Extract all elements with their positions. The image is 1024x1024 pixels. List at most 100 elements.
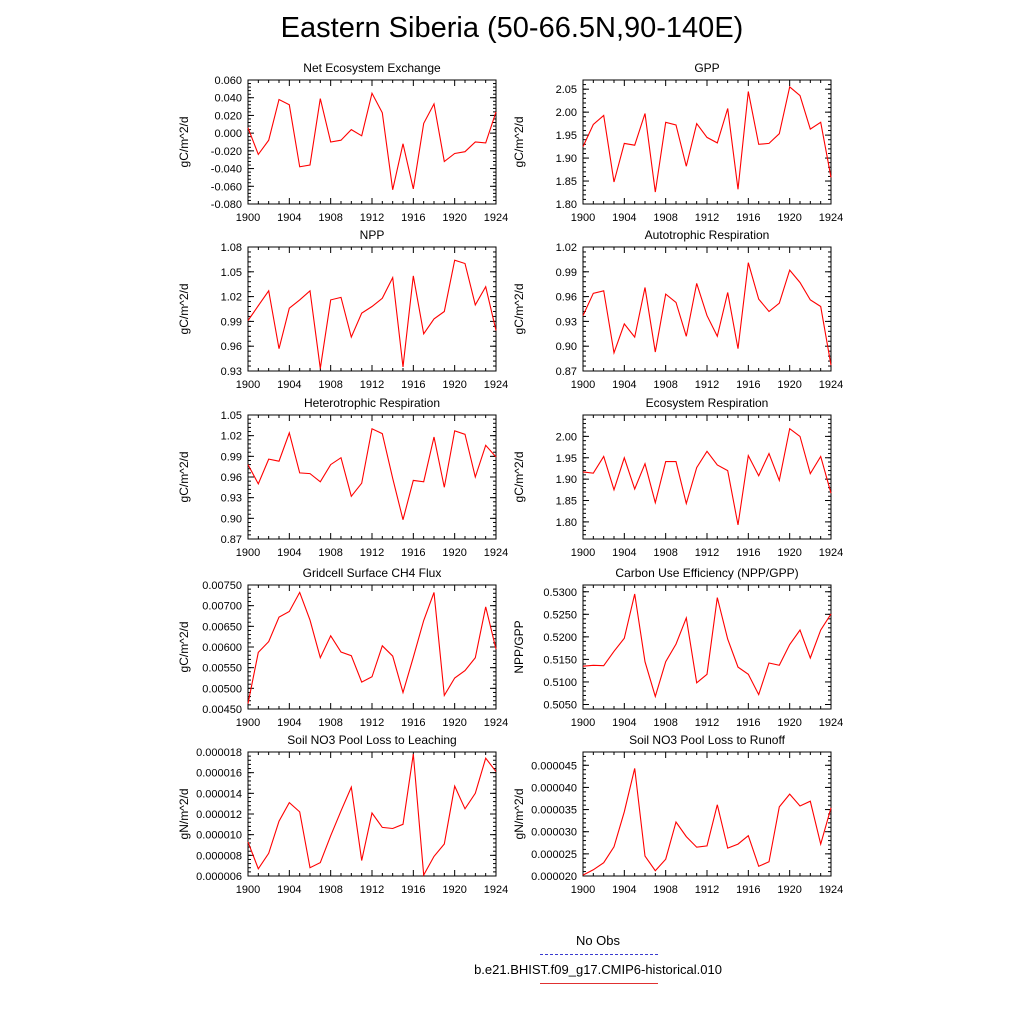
y-tick-label: 0.000025 [531,849,577,861]
y-tick-label: 0.5250 [543,609,577,621]
plot-frame [582,79,832,205]
x-tick-label: 1908 [318,379,342,391]
x-tick-label: 1920 [777,547,801,559]
y-tick-label: 1.80 [556,199,577,211]
y-tick-label: 0.93 [556,316,577,328]
y-tick-label: 0.93 [221,493,242,505]
x-tick-label: 1916 [401,212,425,224]
x-tick-label: 1912 [695,547,719,559]
x-tick-label: 1900 [236,884,260,896]
x-tick-label: 1916 [401,884,425,896]
y-axis-label: gC/m^2/d [177,622,191,673]
y-tick-label: 0.00500 [202,683,242,695]
x-tick-label: 1908 [653,212,677,224]
x-tick-label: 1920 [442,717,466,729]
x-tick-label: 1912 [360,884,384,896]
x-tick-label: 1920 [442,379,466,391]
x-tick-label: 1904 [277,212,301,224]
x-tick-label: 1920 [777,884,801,896]
y-tick-label: 0.5150 [543,654,577,666]
y-tick-label: 0.96 [221,341,242,353]
legend-obs-label: No Obs [575,933,621,948]
x-tick-label: 1924 [484,379,508,391]
chart-title: Soil NO3 Pool Loss to Runoff [629,733,786,747]
x-tick-label: 1916 [736,379,760,391]
y-tick-label: 0.000045 [531,760,577,772]
x-tick-label: 1912 [360,212,384,224]
x-tick-label: 1904 [612,379,636,391]
x-tick-label: 1908 [318,884,342,896]
y-axis-label: gN/m^2/d [512,789,526,840]
series-line [247,91,497,190]
y-tick-label: 0.96 [221,472,242,484]
chart-title: Ecosystem Respiration [646,396,769,410]
chart-title: Autotrophic Respiration [645,228,770,242]
y-tick-label: 1.95 [556,453,577,465]
y-tick-label: 0.000016 [196,768,242,780]
y-tick-label: 1.02 [556,242,577,254]
x-tick-label: 1908 [318,547,342,559]
y-tick-label: 0.000030 [531,827,577,839]
series-line [247,259,497,369]
chart-panel: Ecosystem Respiration 1900 1904 1908 1912 191… [512,396,843,559]
plot-frame [247,246,497,372]
x-tick-label: 1912 [360,717,384,729]
x-tick-label: 1912 [695,884,719,896]
x-tick-label: 1920 [777,212,801,224]
x-tick-label: 1900 [236,379,260,391]
x-tick-label: 1916 [401,379,425,391]
y-tick-label: 0.040 [214,93,242,105]
y-tick-label: 0.000008 [196,850,242,862]
plot-frame [582,751,832,877]
x-tick-label: 1916 [401,547,425,559]
chart-title: NPP [360,228,385,242]
y-axis-label: gC/m^2/d [177,284,191,335]
y-tick-label: 0.00650 [202,621,242,633]
y-tick-label: 1.05 [221,267,242,279]
y-tick-label: 1.80 [556,517,577,529]
x-tick-label: 1900 [571,884,595,896]
y-tick-label: 0.5100 [543,677,577,689]
y-tick-label: 2.05 [556,84,577,96]
x-tick-label: 1912 [695,212,719,224]
x-tick-label: 1916 [401,717,425,729]
x-tick-label: 1900 [571,547,595,559]
x-tick-label: 1920 [777,717,801,729]
y-axis-label: gN/m^2/d [177,789,191,840]
x-tick-label: 1904 [612,884,636,896]
plot-frame [247,79,497,205]
x-tick-label: 1904 [612,212,636,224]
y-tick-label: 0.000012 [196,809,242,821]
y-tick-label: 0.00600 [202,642,242,654]
x-tick-label: 1920 [442,212,466,224]
chart-panel: NPP 1900 1904 1908 1912 1916 1920 1924 0.93 0.96 0… [177,228,508,391]
x-tick-label: 1912 [695,379,719,391]
y-tick-label: 0.99 [221,316,242,328]
chart-panel: Heterotrophic Respiration 1900 1904 1908 191… [177,396,508,559]
x-tick-label: 1908 [318,717,342,729]
chart-panel: GPP 1900 1904 1908 1912 1916 1920 1924 1.80 1.85 1… [512,61,843,224]
y-tick-label: 1.08 [221,242,242,254]
chart-title: Carbon Use Efficiency (NPP/GPP) [615,566,798,580]
y-tick-label: 0.87 [556,366,577,378]
y-axis-label: gC/m^2/d [177,117,191,168]
y-tick-label: -0.080 [211,199,242,211]
series-line [582,85,832,193]
legend-model-label: b.e21.BHIST.f09_g17.CMIP6-historical.010 [474,962,722,977]
x-tick-label: 1908 [653,547,677,559]
x-tick-label: 1900 [571,212,595,224]
y-tick-label: 1.02 [221,292,242,304]
series-line [247,754,497,877]
x-tick-label: 1912 [360,379,384,391]
x-tick-label: 1904 [277,717,301,729]
x-tick-label: 1904 [277,884,301,896]
chart-panel: Gridcell Surface CH4 Flux 1900 1904 1908 191… [177,566,508,729]
x-tick-label: 1920 [442,884,466,896]
y-tick-label: -0.060 [211,181,242,193]
y-axis-label: gC/m^2/d [512,284,526,335]
series-line [582,768,832,876]
y-tick-label: 0.00750 [202,580,242,592]
y-tick-label: 0.000010 [196,830,242,842]
x-tick-label: 1912 [360,547,384,559]
